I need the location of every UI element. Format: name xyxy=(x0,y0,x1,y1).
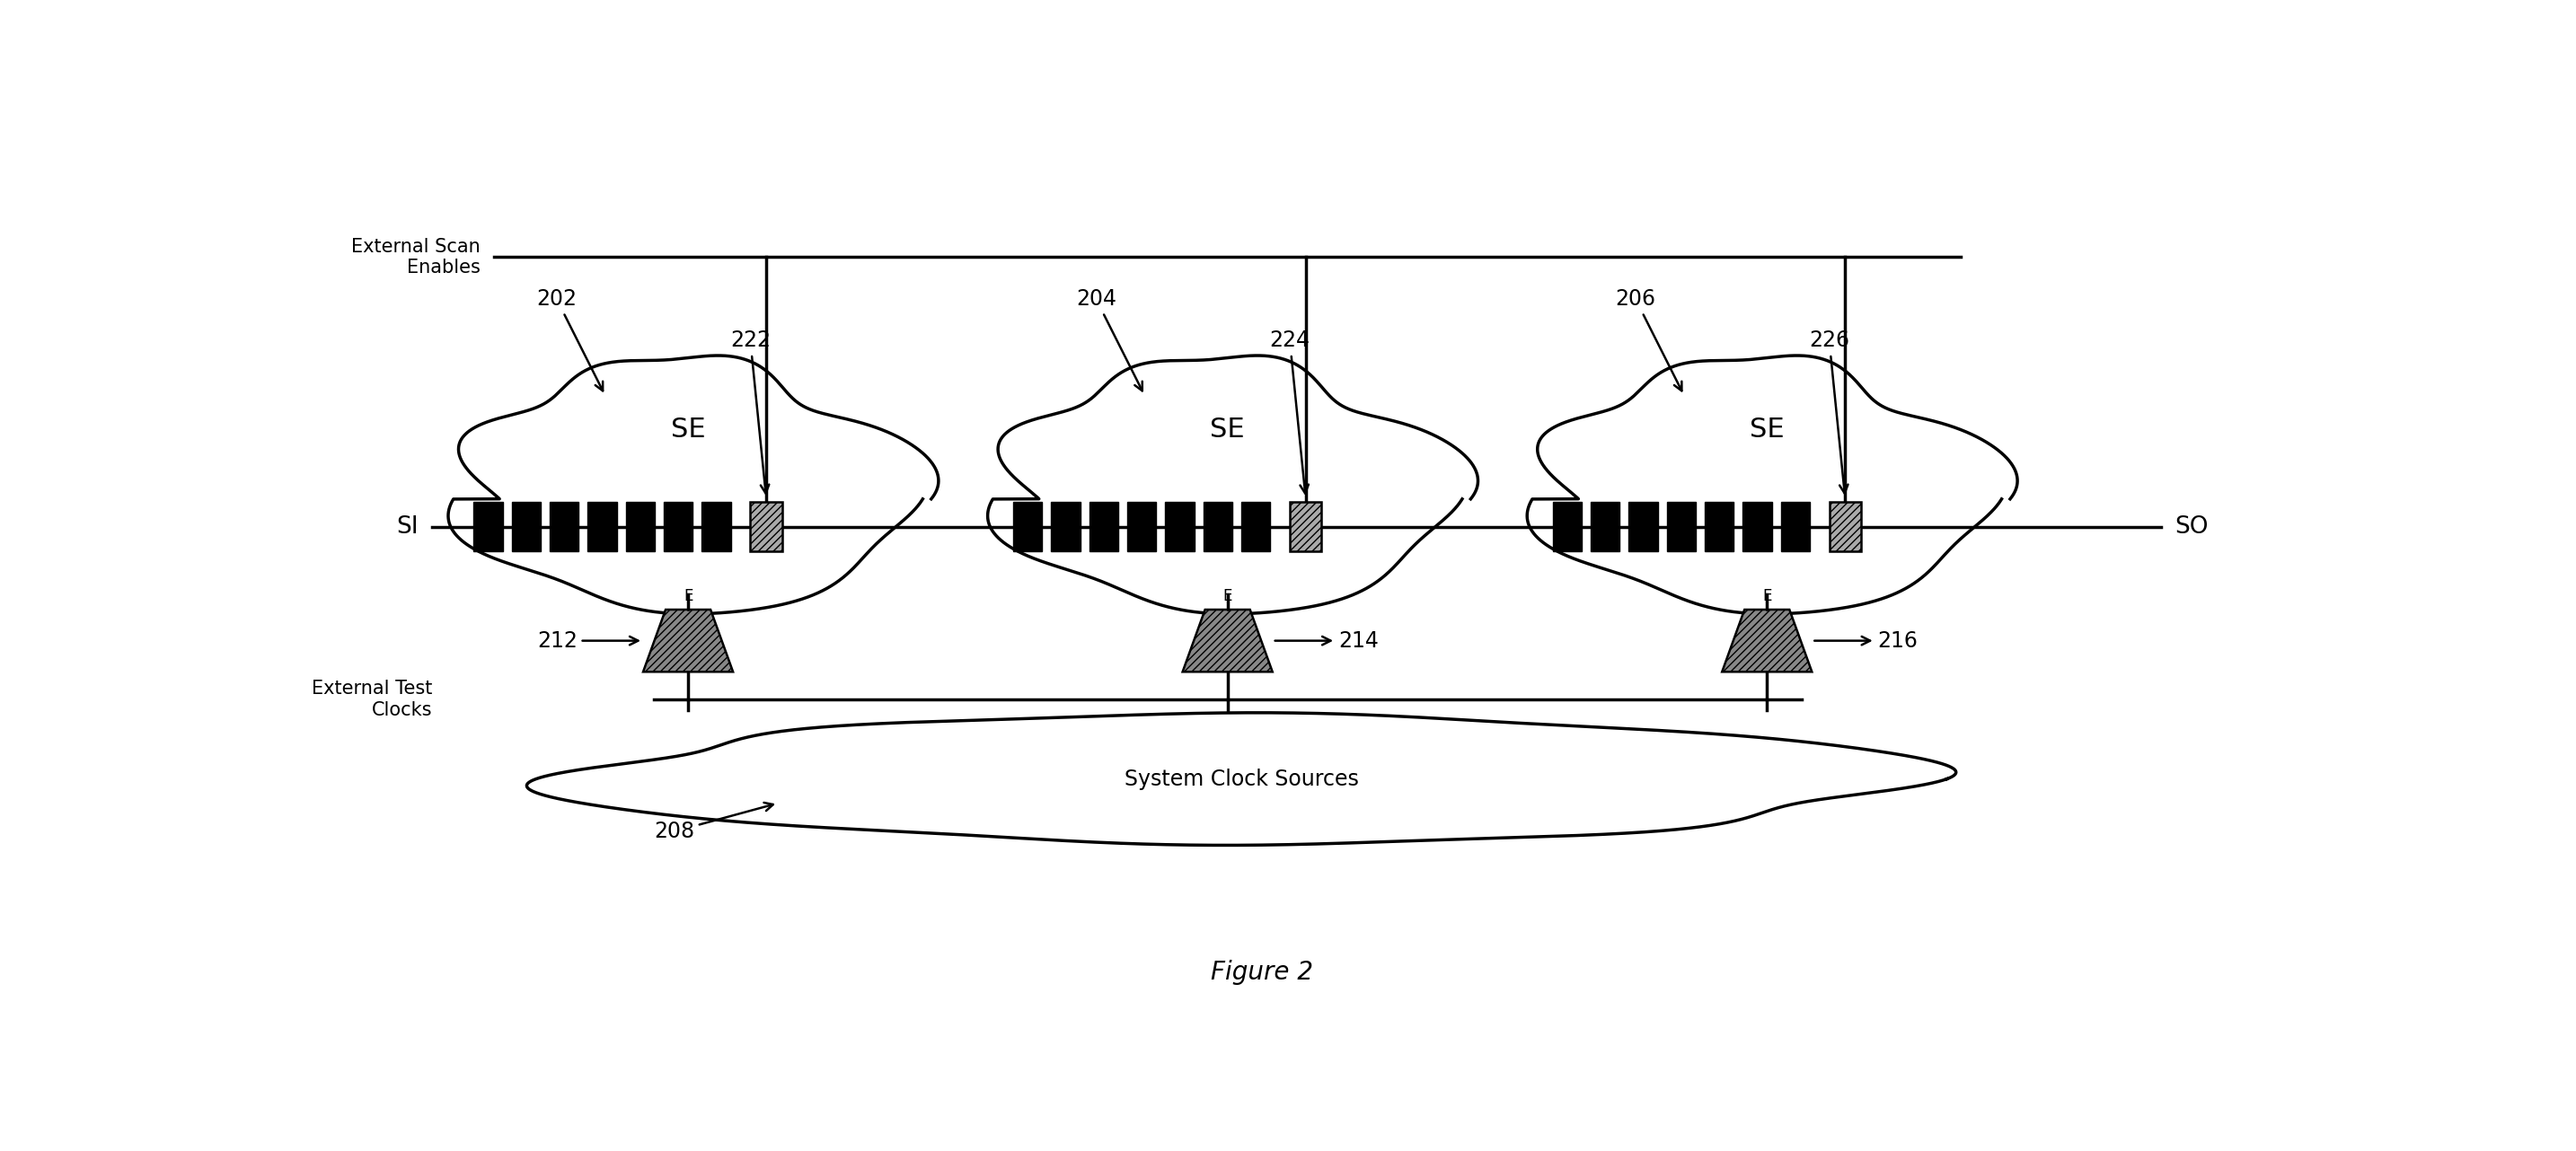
Polygon shape xyxy=(1182,610,1273,672)
Bar xyxy=(1164,502,1195,551)
Text: External Scan
Enables: External Scan Enables xyxy=(350,237,482,276)
Text: SI: SI xyxy=(397,514,417,539)
Bar xyxy=(549,502,580,551)
Bar xyxy=(1829,502,1860,551)
Text: 216: 216 xyxy=(1814,630,1919,651)
Bar xyxy=(665,502,693,551)
Bar xyxy=(1780,502,1811,551)
Bar xyxy=(1705,502,1734,551)
Text: 214: 214 xyxy=(1275,630,1378,651)
Text: 208: 208 xyxy=(654,802,773,843)
Bar xyxy=(587,502,616,551)
Bar xyxy=(626,502,654,551)
Text: E: E xyxy=(683,588,693,604)
Bar xyxy=(750,502,783,551)
Bar xyxy=(474,502,502,551)
Bar xyxy=(1012,502,1043,551)
Bar xyxy=(1090,502,1118,551)
Text: 206: 206 xyxy=(1615,289,1682,391)
Bar xyxy=(1628,502,1659,551)
Polygon shape xyxy=(1721,610,1811,672)
Text: E: E xyxy=(1762,588,1772,604)
Text: External Test
Clocks: External Test Clocks xyxy=(312,680,433,719)
Bar xyxy=(1553,502,1582,551)
Text: Figure 2: Figure 2 xyxy=(1211,960,1314,985)
Bar xyxy=(1667,502,1695,551)
Text: 226: 226 xyxy=(1808,330,1850,494)
Text: 212: 212 xyxy=(538,630,639,651)
Bar xyxy=(1589,502,1620,551)
Text: SO: SO xyxy=(2174,514,2208,539)
Bar xyxy=(1051,502,1079,551)
Bar xyxy=(1291,502,1321,551)
Text: SE: SE xyxy=(1749,417,1785,443)
Text: System Clock Sources: System Clock Sources xyxy=(1123,768,1358,790)
Text: 222: 222 xyxy=(729,330,770,494)
Bar xyxy=(513,502,541,551)
Text: SE: SE xyxy=(1211,417,1244,443)
Bar xyxy=(1203,502,1231,551)
Bar xyxy=(1242,502,1270,551)
Bar xyxy=(1128,502,1157,551)
Polygon shape xyxy=(644,610,734,672)
Bar xyxy=(701,502,732,551)
Text: 224: 224 xyxy=(1270,330,1311,494)
Text: 202: 202 xyxy=(536,289,603,391)
Text: 204: 204 xyxy=(1077,289,1141,391)
Text: E: E xyxy=(1224,588,1231,604)
Bar xyxy=(1744,502,1772,551)
Text: SE: SE xyxy=(670,417,706,443)
